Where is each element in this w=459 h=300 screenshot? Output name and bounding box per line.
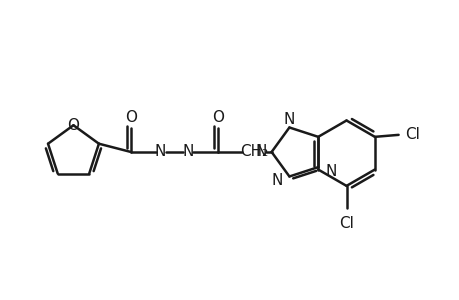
Text: N: N <box>325 164 336 178</box>
Text: O: O <box>212 110 224 125</box>
Text: N: N <box>182 145 194 160</box>
Text: N: N <box>255 145 266 160</box>
Text: Cl: Cl <box>404 128 419 142</box>
Text: O: O <box>67 118 79 133</box>
Text: Cl: Cl <box>338 216 353 231</box>
Text: N: N <box>155 145 166 160</box>
Text: CH₂: CH₂ <box>239 145 267 160</box>
Text: N: N <box>270 173 282 188</box>
Text: O: O <box>125 110 137 125</box>
Text: N: N <box>283 112 295 127</box>
